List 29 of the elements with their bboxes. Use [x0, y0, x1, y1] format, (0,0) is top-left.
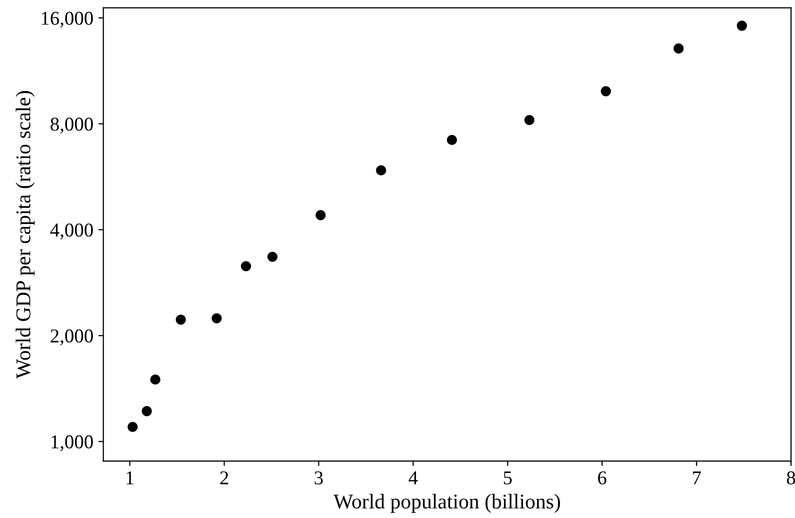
y-axis-title: World GDP per capita (ratio scale) — [16, 91, 35, 379]
y-tick-label: 4,000 — [50, 224, 93, 240]
x-tick-label: 1 — [126, 471, 134, 484]
point — [736, 20, 747, 31]
point — [316, 210, 326, 220]
point — [142, 406, 152, 416]
x-tick-label: 7 — [692, 472, 701, 484]
point — [267, 252, 278, 262]
point — [524, 114, 534, 126]
y-tick-label: 2,000 — [50, 329, 93, 346]
point — [176, 314, 186, 325]
y-tick-label: 1,000 — [52, 435, 93, 452]
y-tick-label: 16,000 — [42, 12, 93, 28]
point — [128, 422, 138, 432]
point — [240, 261, 252, 272]
point — [150, 374, 160, 385]
x-axis-title: World population (billions) — [333, 494, 560, 513]
point — [674, 43, 684, 54]
y-tick-label: 8,000 — [50, 118, 93, 134]
x-tick-label: 6 — [598, 471, 606, 484]
point — [376, 165, 386, 176]
x-tick-label: 5 — [504, 472, 512, 484]
x-tick-label: 2 — [220, 471, 228, 484]
point — [212, 313, 222, 324]
x-tick-label: 4 — [408, 471, 418, 484]
x-tick-label: 8 — [786, 471, 795, 484]
x-tick-label: 3 — [314, 471, 323, 484]
point — [446, 134, 457, 145]
point — [600, 86, 611, 96]
